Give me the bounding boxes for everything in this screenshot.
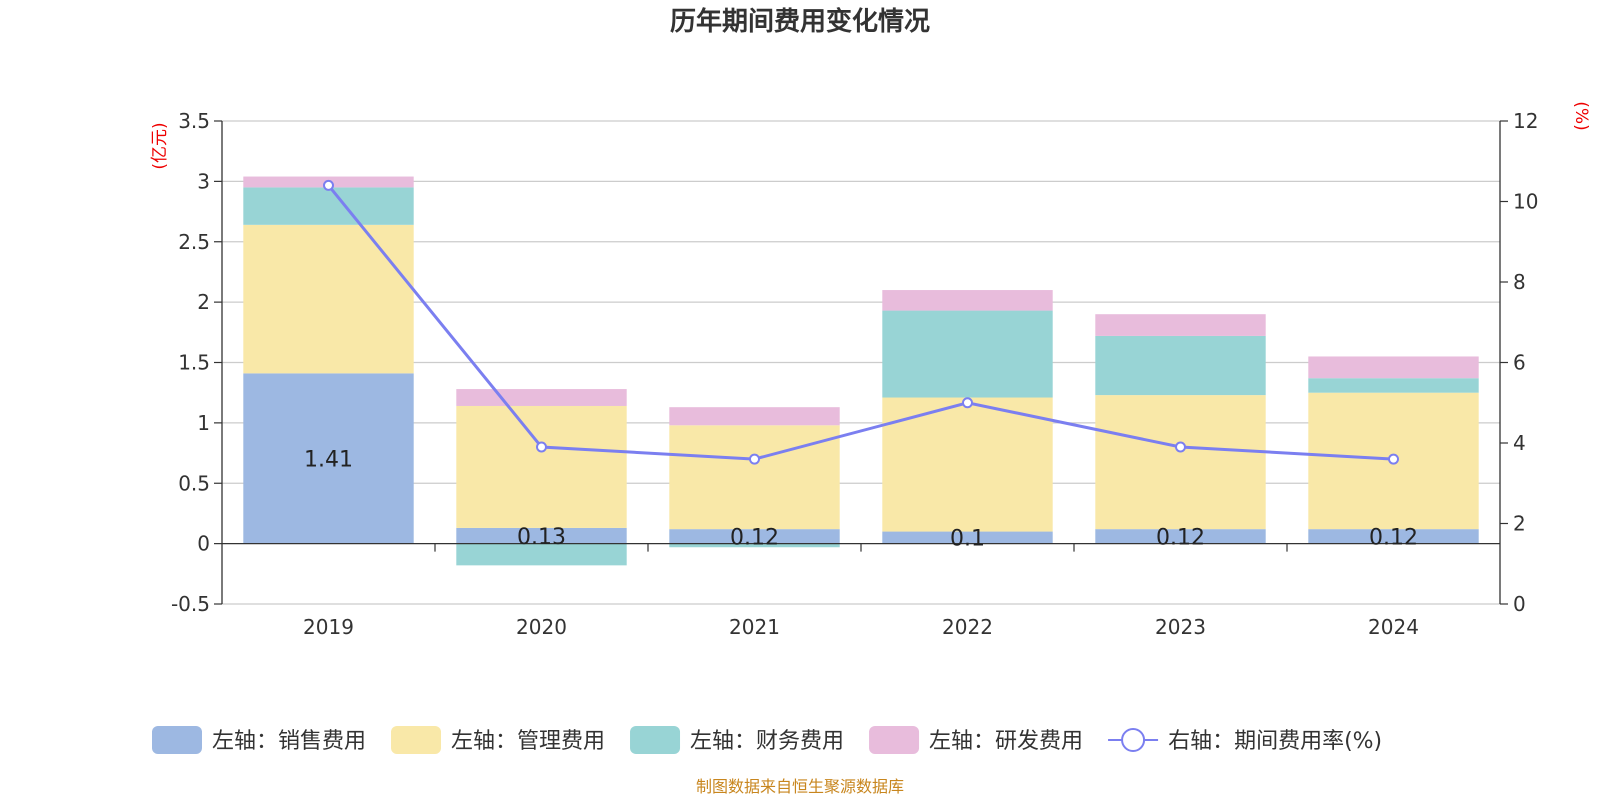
right-tick-label: 4 — [1513, 431, 1526, 455]
bar-data-label: 0.1 — [950, 527, 985, 552]
bar-segment — [669, 425, 840, 530]
bar-segment — [1095, 335, 1266, 396]
left-tick-label: 3 — [197, 169, 210, 193]
bar-segment — [1308, 529, 1479, 544]
right-tick-label: 10 — [1513, 190, 1538, 214]
bar-data-label: 0.13 — [517, 525, 566, 550]
right-tick-label: 2 — [1513, 512, 1526, 536]
right-tick-label: 6 — [1513, 351, 1526, 375]
bar-data-label: 1.41 — [304, 447, 353, 472]
bar-segment — [882, 531, 1053, 544]
bar-segment — [882, 397, 1053, 532]
rate-line — [327, 184, 1394, 461]
legend-label: 左轴：销售费用 — [212, 729, 366, 754]
left-tick-label: 3.5 — [178, 109, 210, 133]
legend-swatch — [391, 726, 442, 754]
chart-title: 历年期间费用变化情况 — [670, 6, 930, 37]
bar-segment — [1095, 529, 1266, 544]
legend-swatch — [630, 726, 681, 754]
bar-data-label: 0.12 — [730, 525, 779, 550]
bar-segment — [1308, 356, 1479, 379]
data-source: 制图数据来自恒生聚源数据库 — [696, 777, 904, 796]
left-tick-label: 0 — [197, 532, 210, 556]
rate-point — [962, 397, 973, 409]
bar-data-label: 0.12 — [1156, 525, 1205, 550]
axes-layer: -0.5 0 0.5 1 1.5 2 2.5 3 3.5 0 2 4 6 8 10 12 2019 2020 202… — [150, 101, 1591, 639]
right-axis-unit: (%) — [1571, 101, 1591, 130]
bar-segment — [456, 389, 627, 406]
x-tick-label: 2022 — [942, 615, 993, 639]
legend-swatch — [869, 726, 920, 754]
x-tick-label: 2021 — [729, 615, 780, 639]
bar-segment — [456, 405, 627, 528]
left-tick-label: 1 — [197, 411, 210, 435]
x-tick-label: 2023 — [1155, 615, 1206, 639]
labels-layer: 1.41 0.13 0.12 0.1 0.12 0.12 — [304, 447, 1418, 551]
rate-point — [1175, 441, 1186, 453]
x-tick-label: 2024 — [1368, 615, 1419, 639]
left-tick-label: 2 — [197, 290, 210, 314]
legend: 左轴：销售费用 左轴：管理费用 左轴：财务费用 左轴：研发费用 右轴：期间费用率(%) — [152, 726, 1382, 754]
grid-layer — [222, 120, 1500, 605]
bar-data-label: 0.12 — [1369, 525, 1418, 550]
bar-segment — [882, 310, 1053, 398]
bar-segment — [456, 543, 627, 566]
left-tick-label: 1.5 — [178, 351, 210, 375]
x-tick-label: 2019 — [303, 615, 354, 639]
left-axis-unit: (亿元) — [150, 122, 170, 169]
legend-label: 左轴：财务费用 — [690, 729, 844, 754]
legend-swatch — [152, 726, 202, 754]
bar-segment — [1095, 314, 1266, 336]
right-tick-label: 12 — [1513, 109, 1538, 133]
rate-point — [323, 179, 334, 191]
bar-segment — [882, 290, 1053, 311]
legend-marker — [1121, 728, 1146, 752]
rate-point — [749, 453, 760, 465]
right-tick-label: 8 — [1513, 270, 1526, 294]
rate-point — [536, 441, 547, 453]
bar-segment — [243, 224, 414, 374]
bar-segment — [669, 543, 840, 548]
line-layer — [323, 179, 1399, 465]
bar-segment — [1308, 378, 1479, 393]
right-tick-label: 0 — [1513, 592, 1526, 616]
bar-segment — [456, 527, 627, 544]
legend-label: 右轴：期间费用率(%) — [1168, 729, 1382, 754]
bar-segment — [243, 373, 414, 544]
bar-segment — [669, 529, 840, 544]
legend-label: 左轴：管理费用 — [451, 729, 605, 754]
left-tick-label: 0.5 — [178, 471, 210, 495]
bar-segment — [1095, 395, 1266, 530]
bar-segment — [669, 407, 840, 426]
rate-point — [1388, 453, 1399, 465]
left-tick-label: -0.5 — [171, 592, 210, 616]
bar-segment — [243, 187, 414, 225]
bars-layer — [243, 176, 1479, 566]
x-tick-label: 2020 — [516, 615, 567, 639]
legend-label: 左轴：研发费用 — [929, 729, 1083, 754]
left-tick-label: 2.5 — [178, 230, 210, 254]
